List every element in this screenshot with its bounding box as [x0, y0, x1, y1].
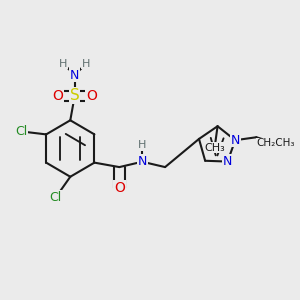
- Text: Cl: Cl: [50, 191, 62, 204]
- Text: Cl: Cl: [15, 125, 27, 138]
- Text: H: H: [82, 59, 90, 69]
- Text: O: O: [52, 89, 63, 103]
- Text: O: O: [114, 181, 125, 195]
- Text: N: N: [223, 155, 232, 168]
- Text: N: N: [137, 155, 147, 168]
- Text: CH₂CH₃: CH₂CH₃: [256, 138, 295, 148]
- Text: S: S: [70, 88, 80, 104]
- Text: N: N: [70, 69, 80, 82]
- Text: H: H: [138, 140, 146, 150]
- Text: N: N: [230, 134, 240, 147]
- Text: CH₃: CH₃: [204, 142, 225, 153]
- Text: O: O: [86, 89, 97, 103]
- Text: H: H: [59, 59, 68, 69]
